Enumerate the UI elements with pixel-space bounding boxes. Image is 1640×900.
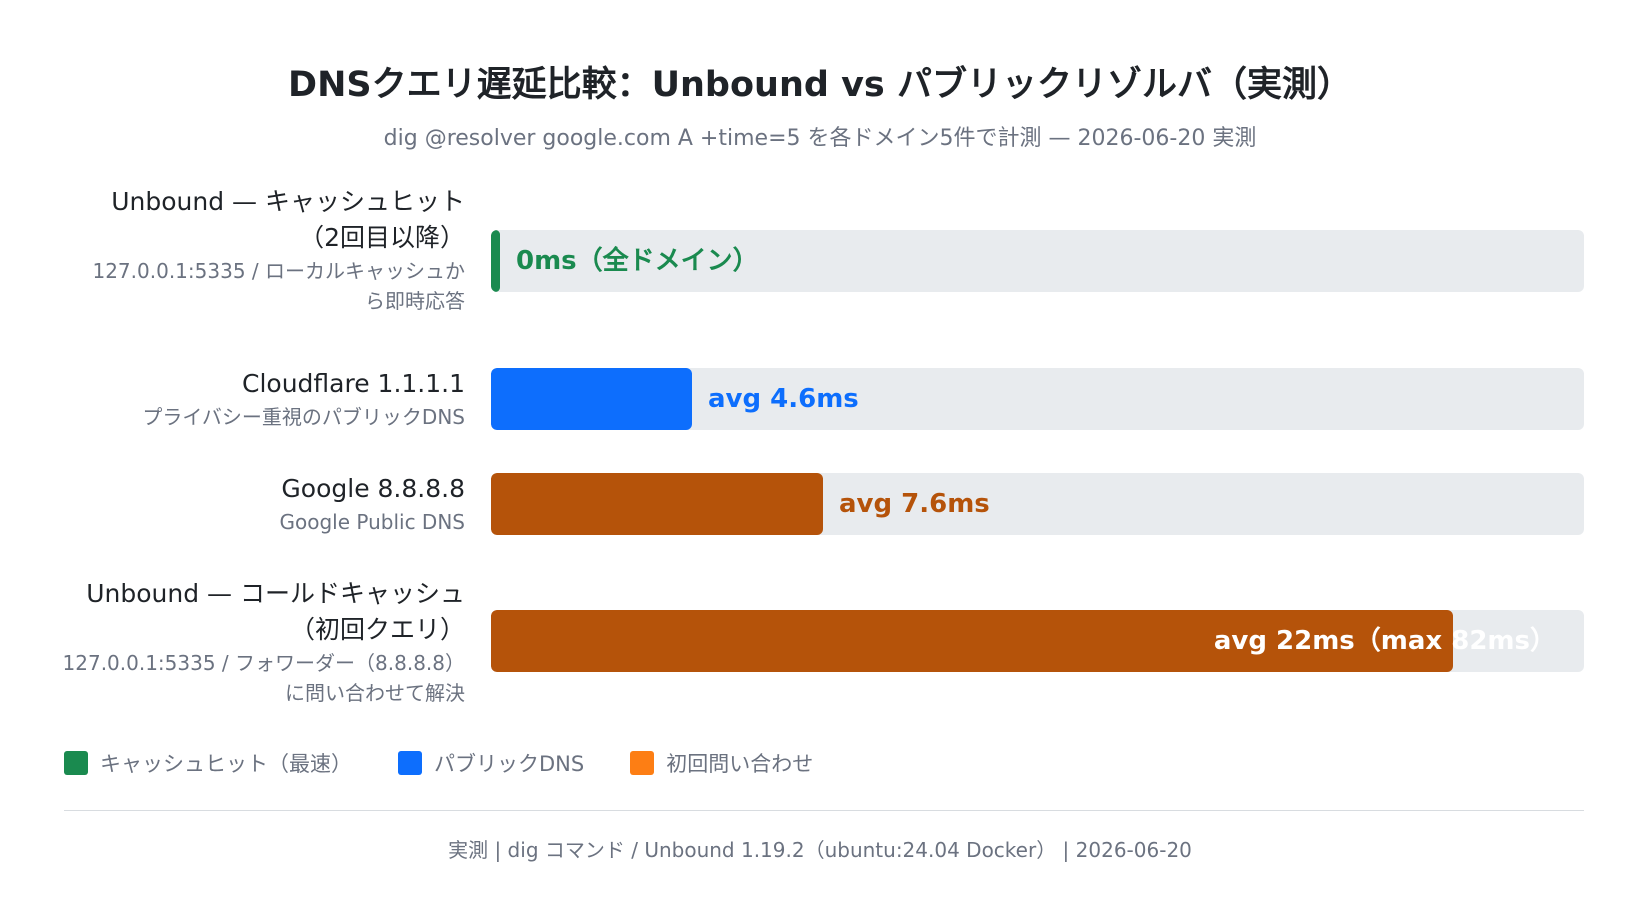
row-name: Google 8.8.8.8: [281, 474, 465, 503]
footer-divider: [64, 810, 1584, 811]
legend-label: 初回問い合わせ: [666, 752, 814, 776]
row-label-cloudflare: Cloudflare 1.1.1.1 プライバシー重視のパブリックDNS: [25, 366, 465, 432]
legend-label: パブリックDNS: [434, 752, 585, 776]
row-desc-cont: に問い合わせて解決: [285, 681, 465, 705]
row-desc: 127.0.0.1:5335 / ローカルキャッシュか: [92, 259, 465, 283]
bar-track-google: avg 7.6ms: [491, 473, 1584, 535]
bar-value-label: avg 7.6ms: [839, 489, 990, 519]
bar-unbound-cache-hit: [491, 230, 500, 292]
row-label-unbound-cache-hit: Unbound — キャッシュヒット （2回目以降） 127.0.0.1:533…: [25, 184, 465, 316]
legend-label: キャッシュヒット（最速）: [100, 752, 352, 776]
legend-item-cache-hit: キャッシュヒット（最速）: [64, 748, 352, 778]
row-label-unbound-cold: Unbound — コールドキャッシュ （初回クエリ） 127.0.0.1:53…: [25, 576, 465, 708]
row-name-cont: （初回クエリ）: [289, 615, 465, 644]
row-name-cont: （2回目以降）: [299, 223, 465, 252]
row-name: Unbound — コールドキャッシュ: [86, 579, 465, 608]
legend-item-first-query: 初回問い合わせ: [630, 748, 813, 778]
row-desc-cont: ら即時応答: [365, 289, 465, 313]
bar-unbound-cold: [491, 610, 1453, 672]
row-name: Cloudflare 1.1.1.1: [242, 369, 465, 398]
bar-value-label: avg 22ms（max 82ms）: [1213, 626, 1556, 656]
bar-track-unbound-cold: avg 22ms（max 82ms）: [491, 610, 1584, 672]
legend-swatch: [64, 751, 88, 775]
bar-value-label: 0ms（全ドメイン）: [516, 246, 759, 276]
row-name: Unbound — キャッシュヒット: [111, 187, 465, 216]
row-desc: プライバシー重視のパブリックDNS: [142, 405, 465, 429]
legend-swatch: [630, 751, 655, 775]
legend-swatch: [398, 751, 422, 775]
bar-track-cloudflare: avg 4.6ms: [491, 368, 1584, 430]
chart-title: DNSクエリ遅延比較：Unbound vs パブリックリゾルバ（実測）: [288, 65, 1352, 105]
chart-footer: 実測 | dig コマンド / Unbound 1.19.2（ubuntu:24…: [448, 838, 1192, 862]
row-label-google: Google 8.8.8.8 Google Public DNS: [25, 471, 466, 537]
chart-subtitle: dig @resolver google.com A +time=5 を各ドメイ…: [383, 126, 1257, 151]
bar-cloudflare: [491, 368, 692, 430]
row-desc: Google Public DNS: [279, 510, 466, 534]
legend-item-public-dns: パブリックDNS: [398, 748, 584, 778]
bar-track-unbound-cache-hit: 0ms（全ドメイン）: [491, 230, 1584, 292]
bar-google: [491, 473, 823, 535]
bar-value-label: avg 4.6ms: [708, 384, 859, 414]
row-desc: 127.0.0.1:5335 / フォワーダー（8.8.8.8）: [62, 651, 465, 675]
chart-legend: キャッシュヒット（最速） パブリックDNS 初回問い合わせ: [64, 748, 859, 778]
